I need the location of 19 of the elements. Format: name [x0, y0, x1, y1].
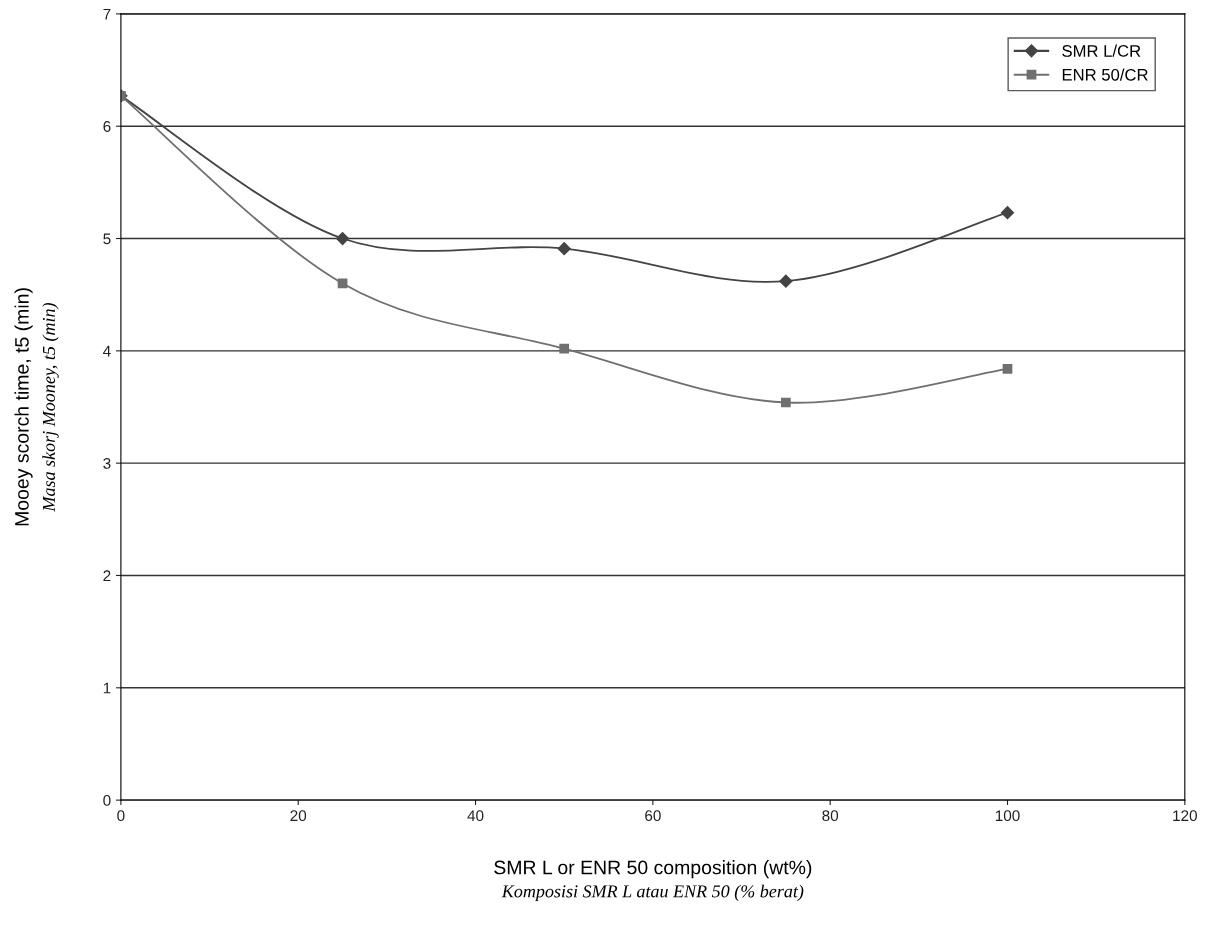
y-tick-label: 2 [103, 570, 111, 582]
x-tick-label: 60 [645, 810, 661, 822]
x-tick-label: 40 [467, 810, 484, 822]
x-tick-label: 100 [995, 810, 1020, 822]
y-tick-label: 1 [103, 682, 111, 694]
y-tick-label: 7 [103, 8, 111, 20]
y-tick-label: 6 [103, 121, 111, 132]
y-tick-label: 0 [103, 794, 111, 806]
x-tick-label: 80 [822, 810, 839, 822]
x-tick-label: 0 [117, 810, 125, 822]
x-axis-title: SMR L or ENR 50 composition (wt%) Komposisi SMR L atau ENR 50 (% berat) [494, 860, 812, 902]
y-axis-title: Mooey scorch time, t5 (min) Masa skorj Mooney, t5 (min) [14, 288, 59, 526]
x-tick-label: 120 [1173, 810, 1197, 822]
legend-label: ENR 50/CR [1062, 68, 1148, 81]
y-tick-label: 3 [103, 458, 111, 469]
y-tick-label: 4 [103, 345, 111, 357]
legend-label: SMR L/CR [1062, 44, 1141, 57]
y-tick-label: 5 [103, 233, 111, 245]
x-tick-label: 20 [290, 810, 307, 822]
